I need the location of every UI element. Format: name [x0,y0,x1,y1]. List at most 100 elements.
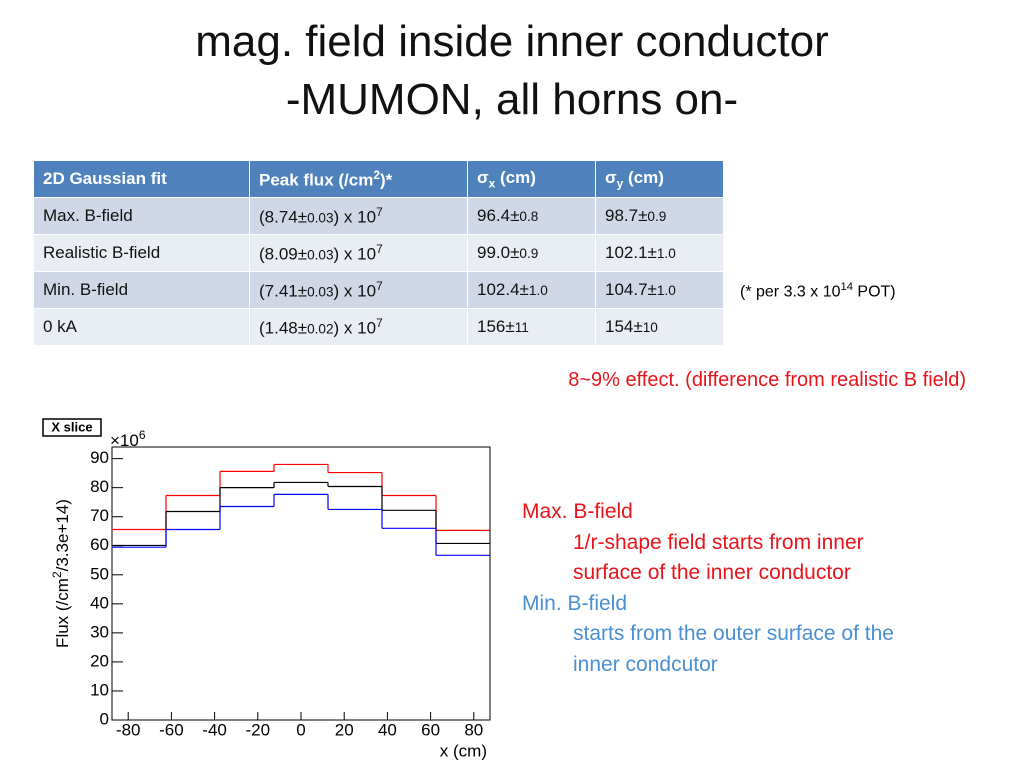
y-tick-label: 80 [90,477,109,496]
text-segment: ) x 10 [333,318,377,338]
table-cell: Max. B-field [33,197,250,235]
text-segment: 0.03 [307,247,334,263]
text-segment: x [488,176,496,191]
table-cell: (8.09±0.03) x 107 [249,234,468,272]
text-segment: 2 [50,571,64,578]
text-segment: Realistic B-field [43,243,161,262]
text-segment: )* [379,170,393,190]
effect-note: 8~9% effect. (difference from realistic … [568,369,966,391]
y-multiplier: ×106 [110,428,146,450]
header-cell: Peak flux (/cm2)* [249,160,468,198]
x-tick-label: 80 [464,720,483,739]
text-segment: ) x 10 [333,281,377,301]
text-segment: (cm) [623,167,664,187]
text-segment: 2D Gaussian fit [43,169,167,188]
x-axis-label: x (cm) [440,741,487,760]
text-segment: 7 [376,278,383,293]
text-segment: σ [477,167,489,187]
x-tick-label: 40 [378,720,397,739]
text-segment: 14 [840,281,853,293]
table-cell: Min. B-field [33,271,250,309]
text-segment: (cm) [495,167,536,187]
text-segment: 96.4± [477,206,520,225]
text-segment: /3.3e+14) [53,499,72,571]
text-segment: 154± [605,317,643,336]
text-segment: 0.9 [647,209,667,224]
table-cell: 102.4±1.0 [467,271,596,309]
text-segment: (1.48± [259,318,308,338]
table-row: Realistic B-field (8.09±0.03) x 107 99.0±0… [33,234,724,272]
y-tick-label: 30 [90,622,109,641]
header-cell: σx (cm) [467,160,596,198]
x-tick-label: -60 [159,720,184,739]
text-segment: 1.0 [656,283,676,298]
annotation: Max. B-field [522,500,633,523]
table-cell: (8.74±0.03) x 107 [249,197,468,235]
plot-frame [111,446,491,721]
annotation: surface of the inner conductor [573,561,851,585]
text-segment: ) x 10 [333,207,377,227]
text-segment: 6 [139,428,146,442]
table-row: Max. B-field (8.74±0.03) x 107 96.4±0.8 98.… [33,197,724,235]
table-row: Min. B-field (7.41±0.03) x 107 102.4±1.0 10… [33,271,724,309]
text-segment: (8.74± [259,207,308,227]
y-tick-label: 50 [90,564,109,583]
text-segment: 0.03 [307,284,334,300]
annotation: starts from the outer surface of the [573,622,894,646]
table-cell: (7.41±0.03) x 107 [249,271,468,309]
slide-subtitle: -MUMON, all horns on- [285,75,739,124]
text-segment: Peak flux (/cm [259,170,374,190]
table-cell: 96.4±0.8 [467,197,596,235]
y-tick-label: 90 [90,448,109,467]
text-segment: Max. B-field [43,206,133,225]
annotation: 1/r-shape field starts from inner [573,530,864,554]
text-segment: 7 [376,315,383,330]
text-segment: 7 [376,241,383,256]
table-cell: 99.0±0.9 [467,234,596,272]
text-segment: 104.7± [605,280,657,299]
x-tick-label: 0 [296,720,305,739]
table-cell: 154±10 [595,308,724,346]
text-segment: 102.4± [477,280,529,299]
x-tick-label: -80 [116,720,141,739]
header-cell: σy (cm) [595,160,724,198]
text-segment: (* per 3.3 x 10 [740,283,841,301]
y-axis-label: Flux (/cm2/3.3e+14) [50,499,72,648]
text-segment: 11 [514,320,529,335]
table-cell: 104.7±1.0 [595,271,724,309]
text-segment: 102.1± [605,243,657,262]
annotations: Max. B-field 1/r-shape field starts from … [522,497,894,681]
x-tick-label: -40 [202,720,227,739]
text-segment: 10 [642,320,658,335]
text-segment: 98.7± [605,206,648,225]
text-segment: 99.0± [477,243,520,262]
header-cell: 2D Gaussian fit [33,160,250,198]
y-tick-label: 40 [90,593,109,612]
text-segment: (8.09± [259,244,308,264]
results-table: 2D Gaussian fit Peak flux (/cm2)* σx (cm) σ… [33,160,724,346]
y-tick-label: 70 [90,506,109,525]
annotation: inner condcutor [573,652,718,676]
table-cell: 98.7±0.9 [595,197,724,235]
y-tick-label: 60 [90,535,109,554]
text-segment: 2 [373,167,380,182]
chart-title: X slice [51,419,92,434]
text-segment: Flux (/cm [53,578,72,648]
text-segment: 0.03 [307,210,334,226]
annotation: Min. B-field [522,591,628,615]
y-tick-label: 0 [100,709,109,728]
text-segment: 1.0 [528,283,548,298]
x-tick-label: -20 [246,720,271,739]
y-tick-label: 20 [90,651,109,670]
title-box [42,418,102,437]
text-segment: ×10 [110,431,139,450]
text-segment: 156± [477,317,515,336]
footnote: (* per 3.3 x 1014 POT) [740,281,896,301]
text-segment: ) x 10 [333,244,377,264]
x-tick-label: 60 [421,720,440,739]
text-segment: 7 [376,204,383,219]
x-tick-label: 20 [335,720,354,739]
text-segment: POT) [852,283,896,301]
table-row: 0 kA (1.48±0.02) x 107 156±11 154±10 [33,308,724,346]
text-segment: 0.02 [307,321,334,337]
